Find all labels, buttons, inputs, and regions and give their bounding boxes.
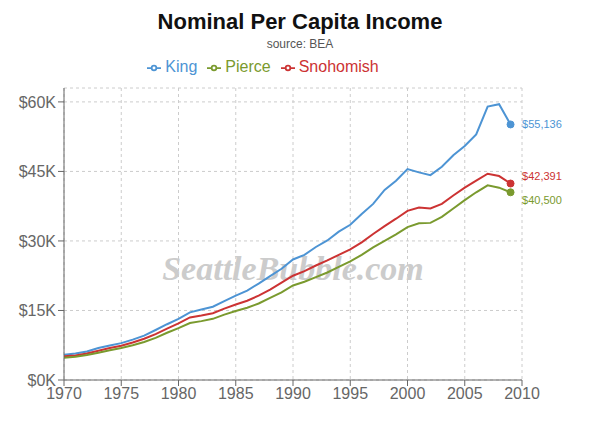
svg-text:$30K: $30K xyxy=(19,233,57,250)
html-text:Snohomish: Snohomish xyxy=(298,58,379,75)
svg-text:2005: 2005 xyxy=(447,385,483,402)
html-text:Nominal Per Capita Income: Nominal Per Capita Income xyxy=(157,9,443,34)
svg-text:1995: 1995 xyxy=(332,385,368,402)
svg-text:1985: 1985 xyxy=(218,385,254,402)
svg-text:$60K: $60K xyxy=(19,94,57,111)
svg-text:$15K: $15K xyxy=(19,302,57,319)
svg-text:1990: 1990 xyxy=(275,385,311,402)
svg-text:$45K: $45K xyxy=(19,163,57,180)
html-text:Pierce: Pierce xyxy=(225,58,271,75)
svg-text:1975: 1975 xyxy=(103,385,139,402)
svg-text:$0K: $0K xyxy=(28,372,57,389)
html-text:SeattleBubble.com: SeattleBubble.com xyxy=(162,250,424,287)
svg-text:$55,136: $55,136 xyxy=(522,118,562,130)
svg-text:$42,391: $42,391 xyxy=(522,170,562,182)
svg-text:1980: 1980 xyxy=(161,385,197,402)
svg-text:$40,500: $40,500 xyxy=(522,194,562,206)
svg-text:2000: 2000 xyxy=(390,385,426,402)
svg-text:2010: 2010 xyxy=(504,385,540,402)
html-text:source: BEA: source: BEA xyxy=(266,37,334,51)
html-text:King: King xyxy=(165,58,198,75)
svg-text:1970: 1970 xyxy=(46,385,82,403)
